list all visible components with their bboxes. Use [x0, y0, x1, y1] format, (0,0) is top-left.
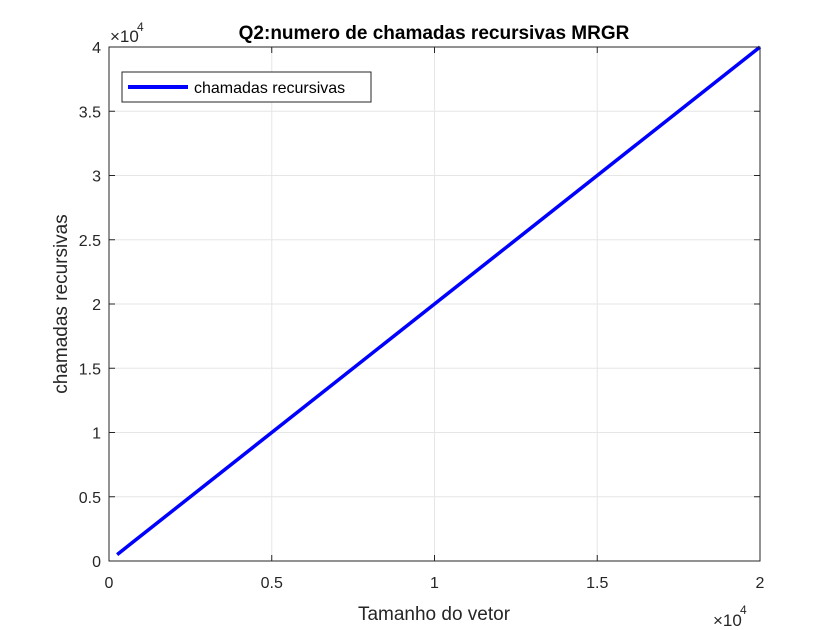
y-tick-label: 3.5 [79, 104, 101, 121]
x-tick-label: 1.5 [586, 575, 608, 592]
y-tick-label: 3 [92, 169, 101, 186]
x-tick-label: 2 [756, 575, 765, 592]
x-multiplier: ×10 4 [713, 603, 747, 630]
x-tick-label: 0.5 [261, 575, 283, 592]
y-tick-label: 4 [92, 40, 101, 57]
y-tick-label: 1 [92, 426, 101, 443]
x-multiplier-base: ×10 [713, 611, 742, 630]
legend: chamadas recursivas [121, 71, 372, 103]
x-tick-label: 1 [430, 575, 439, 592]
series-line [116, 45, 762, 556]
y-multiplier-base: ×10 [110, 27, 139, 46]
series-layer [116, 45, 762, 556]
y-tick-label: 2.5 [79, 233, 101, 250]
y-multiplier: ×10 4 [110, 20, 144, 46]
y-tick-label: 2 [92, 297, 101, 314]
x-multiplier-exponent: 4 [740, 603, 747, 617]
legend-label: chamadas recursivas [194, 80, 345, 97]
y-tick-label: 0 [92, 554, 101, 571]
chart-title: Q2:numero de chamadas recursivas MRGR [239, 23, 630, 44]
y-axis-label: chamadas recursivas [51, 214, 72, 394]
y-tick-label: 0.5 [79, 490, 101, 507]
ticks: 0 0.5 1 1.5 2 0 0.5 1 1.5 2 2.5 3 3.5 4 [79, 40, 765, 592]
legend-box [121, 71, 372, 103]
y-tick-label: 1.5 [79, 361, 101, 378]
x-axis-label: Tamanho do vetor [358, 604, 511, 625]
x-tick-label: 0 [105, 575, 114, 592]
y-multiplier-exponent: 4 [137, 20, 144, 34]
